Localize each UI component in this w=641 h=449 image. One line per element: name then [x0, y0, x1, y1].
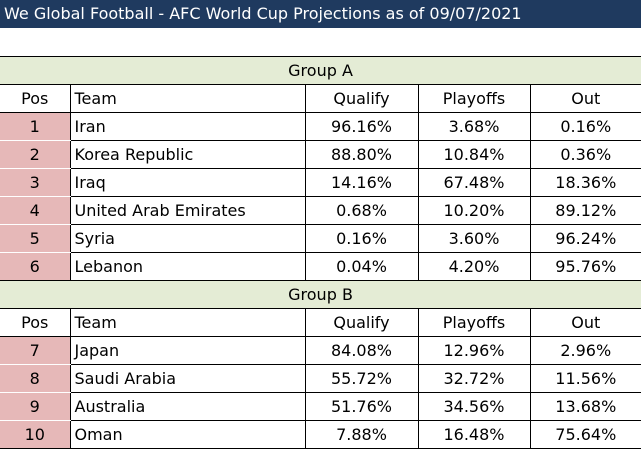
qualify-cell: 0.04% [305, 252, 419, 281]
table-row: 6 Lebanon 0.04% 4.20% 95.76% [0, 252, 641, 281]
table-row: 1 Iran 96.16% 3.68% 0.16% [0, 112, 641, 141]
team-cell: Iran [70, 112, 306, 141]
pos-cell: 6 [0, 252, 71, 281]
qualify-cell: 51.76% [305, 392, 419, 421]
pos-cell: 7 [0, 336, 71, 365]
group-header-row: Group B [0, 280, 641, 309]
qualify-cell: 55.72% [305, 364, 419, 393]
out-cell: 89.12% [530, 196, 641, 225]
table-row: 9 Australia 51.76% 34.56% 13.68% [0, 392, 641, 421]
group-name: Group B [0, 280, 641, 309]
column-header-row: Pos Team Qualify Playoffs Out [0, 308, 641, 337]
team-cell: Lebanon [70, 252, 306, 281]
out-cell: 96.24% [530, 224, 641, 253]
header-team: Team [70, 308, 306, 337]
team-cell: Oman [70, 420, 306, 449]
header-pos: Pos [0, 308, 71, 337]
playoffs-cell: 12.96% [418, 336, 531, 365]
group-name: Group A [0, 56, 641, 85]
header-playoffs: Playoffs [418, 84, 531, 113]
table-row: 2 Korea Republic 88.80% 10.84% 0.36% [0, 140, 641, 169]
out-cell: 75.64% [530, 420, 641, 449]
out-cell: 18.36% [530, 168, 641, 197]
team-cell: Iraq [70, 168, 306, 197]
header-out: Out [530, 84, 641, 113]
header-pos: Pos [0, 84, 71, 113]
out-cell: 13.68% [530, 392, 641, 421]
team-cell: Korea Republic [70, 140, 306, 169]
table-row: 7 Japan 84.08% 12.96% 2.96% [0, 336, 641, 365]
header-out: Out [530, 308, 641, 337]
out-cell: 95.76% [530, 252, 641, 281]
playoffs-cell: 10.20% [418, 196, 531, 225]
playoffs-cell: 67.48% [418, 168, 531, 197]
header-qualify: Qualify [305, 84, 419, 113]
pos-cell: 3 [0, 168, 71, 197]
table-row: 4 United Arab Emirates 0.68% 10.20% 89.12% [0, 196, 641, 225]
qualify-cell: 0.16% [305, 224, 419, 253]
playoffs-cell: 3.68% [418, 112, 531, 141]
pos-cell: 4 [0, 196, 71, 225]
table-row: 8 Saudi Arabia 55.72% 32.72% 11.56% [0, 364, 641, 393]
playoffs-cell: 32.72% [418, 364, 531, 393]
column-header-row: Pos Team Qualify Playoffs Out [0, 84, 641, 113]
playoffs-cell: 16.48% [418, 420, 531, 449]
table-row: 10 Oman 7.88% 16.48% 75.64% [0, 420, 641, 449]
page-title: We Global Football - AFC World Cup Proje… [0, 0, 641, 28]
header-qualify: Qualify [305, 308, 419, 337]
playoffs-cell: 4.20% [418, 252, 531, 281]
out-cell: 2.96% [530, 336, 641, 365]
out-cell: 0.16% [530, 112, 641, 141]
team-cell: United Arab Emirates [70, 196, 306, 225]
qualify-cell: 88.80% [305, 140, 419, 169]
qualify-cell: 84.08% [305, 336, 419, 365]
playoffs-cell: 3.60% [418, 224, 531, 253]
pos-cell: 9 [0, 392, 71, 421]
out-cell: 0.36% [530, 140, 641, 169]
projections-table: Group A Pos Team Qualify Playoffs Out 1 Iran 96.… [0, 56, 641, 449]
out-cell: 11.56% [530, 364, 641, 393]
team-cell: Syria [70, 224, 306, 253]
qualify-cell: 14.16% [305, 168, 419, 197]
team-cell: Saudi Arabia [70, 364, 306, 393]
pos-cell: 8 [0, 364, 71, 393]
pos-cell: 2 [0, 140, 71, 169]
team-cell: Australia [70, 392, 306, 421]
header-playoffs: Playoffs [418, 308, 531, 337]
pos-cell: 5 [0, 224, 71, 253]
qualify-cell: 96.16% [305, 112, 419, 141]
qualify-cell: 7.88% [305, 420, 419, 449]
table-row: 3 Iraq 14.16% 67.48% 18.36% [0, 168, 641, 197]
playoffs-cell: 10.84% [418, 140, 531, 169]
group-header-row: Group A [0, 56, 641, 85]
table-row: 5 Syria 0.16% 3.60% 96.24% [0, 224, 641, 253]
pos-cell: 10 [0, 420, 71, 449]
playoffs-cell: 34.56% [418, 392, 531, 421]
spacer [0, 28, 641, 56]
header-team: Team [70, 84, 306, 113]
qualify-cell: 0.68% [305, 196, 419, 225]
team-cell: Japan [70, 336, 306, 365]
pos-cell: 1 [0, 112, 71, 141]
